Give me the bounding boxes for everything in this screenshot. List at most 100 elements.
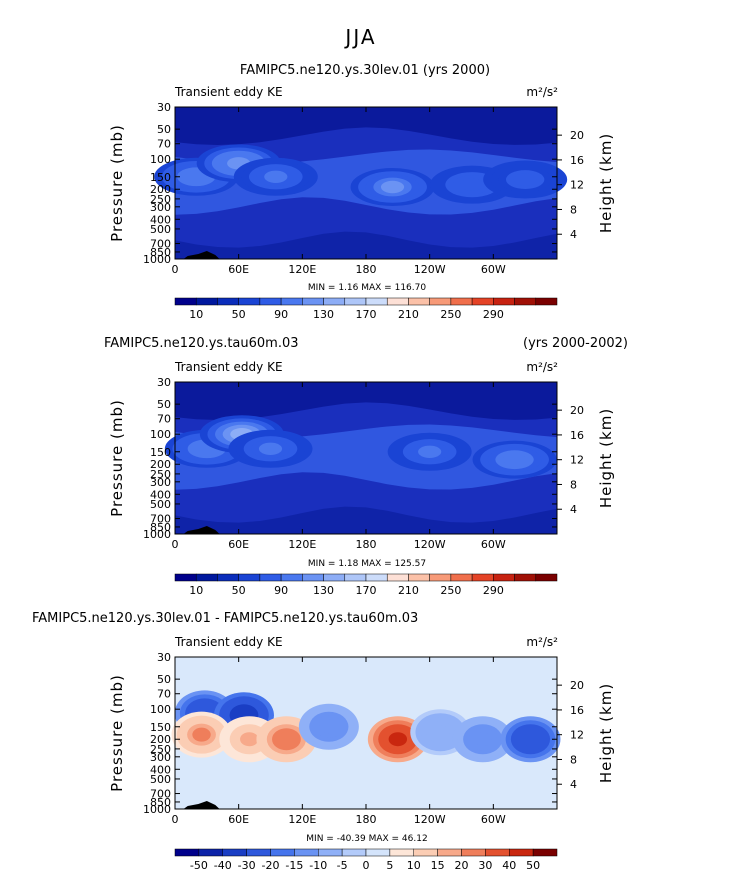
height-tick-label: 4 xyxy=(570,503,577,516)
x-tick-label: 60E xyxy=(228,263,249,276)
colorbar-label: 5 xyxy=(386,859,393,872)
colorbar-swatch xyxy=(280,297,303,306)
colorbar-label: 290 xyxy=(483,584,504,597)
y-tick-label: 100 xyxy=(150,153,171,166)
y-tick-label: 1000 xyxy=(143,253,171,266)
y-tick-label: 500 xyxy=(150,773,171,786)
colorbar-swatch xyxy=(514,573,537,582)
colorbar-swatch xyxy=(259,297,282,306)
y-tick-label: 300 xyxy=(150,201,171,214)
y-tick-label: 300 xyxy=(150,751,171,764)
contour-level xyxy=(473,732,492,747)
colorbar-swatch xyxy=(413,848,438,857)
colorbar-label: 10 xyxy=(407,859,421,872)
panel-1: FAMIPC5.ne120.ys.30lev.01 (yrs 2000) Tra… xyxy=(108,63,615,321)
season-title: JJA xyxy=(343,25,376,49)
surface-band xyxy=(175,506,557,534)
x-tick-label: 180 xyxy=(356,538,377,551)
panel-1-minmax: MIN = 1.16 MAX = 116.70 xyxy=(308,283,426,293)
colorbar-swatch xyxy=(323,297,346,306)
y-tick-label: 700 xyxy=(150,788,171,801)
panel-2-title: FAMIPC5.ne120.ys.tau60m.03 xyxy=(104,336,299,351)
panel-2-units: m²/s² xyxy=(526,360,558,374)
y-tick-label: 400 xyxy=(150,763,171,776)
colorbar-swatch xyxy=(365,297,388,306)
x-tick-label: 180 xyxy=(356,263,377,276)
contour-level xyxy=(418,445,442,458)
colorbar-label: -50 xyxy=(190,859,208,872)
panel-3-title: FAMIPC5.ne120.ys.30lev.01 - FAMIPC5.ne12… xyxy=(32,611,418,626)
x-tick-label: 120E xyxy=(288,538,316,551)
colorbar-swatch xyxy=(238,297,261,306)
colorbar-label: -30 xyxy=(238,859,256,872)
contour-level xyxy=(521,732,540,747)
y-tick-label: 250 xyxy=(150,743,171,756)
colorbar-swatch xyxy=(535,297,558,306)
colorbar-label: -10 xyxy=(309,859,327,872)
colorbar-swatch xyxy=(365,848,391,857)
y-tick-label: 150 xyxy=(150,721,171,734)
colorbar-label: 290 xyxy=(483,308,504,321)
colorbar-swatch xyxy=(174,297,197,306)
panel-2-title-right: (yrs 2000-2002) xyxy=(523,336,628,351)
y-tick-label: 850 xyxy=(150,796,171,809)
y-tick-label: 200 xyxy=(150,733,171,746)
colorbar-label: 10 xyxy=(189,308,203,321)
y-tick-label: 50 xyxy=(157,398,171,411)
colorbar-label: -5 xyxy=(337,859,348,872)
colorbar-swatch xyxy=(493,573,515,582)
y-tick-label: 1000 xyxy=(143,803,171,816)
contour-level xyxy=(380,180,405,194)
colorbar-label: 30 xyxy=(478,859,492,872)
y-tick-label: 30 xyxy=(157,101,171,114)
y-tick-label: 50 xyxy=(157,673,171,686)
colorbar-swatch xyxy=(195,297,218,306)
x-tick-label: 60W xyxy=(481,813,506,826)
colorbar-swatch xyxy=(429,297,452,306)
height-tick-label: 4 xyxy=(570,228,577,241)
panel-3-minmax: MIN = -40.39 MAX = 46.12 xyxy=(306,834,427,844)
contour-level xyxy=(258,442,283,455)
colorbar-swatch xyxy=(389,848,414,857)
ground-topography xyxy=(183,526,220,534)
colorbar-swatch xyxy=(246,848,271,857)
x-tick-label: 120E xyxy=(288,263,316,276)
height-tick-label: 4 xyxy=(570,778,577,791)
panel-1-units: m²/s² xyxy=(526,85,558,99)
y-tick-label: 50 xyxy=(157,123,171,136)
colorbar-label: 90 xyxy=(274,584,288,597)
colorbar-swatch xyxy=(302,297,324,306)
height-tick-label: 16 xyxy=(570,429,584,442)
panel-2-variable-label: Transient eddy KE xyxy=(174,360,283,374)
y-tick-label: 150 xyxy=(150,171,171,184)
colorbar-label: 250 xyxy=(440,308,461,321)
x-tick-label: 0 xyxy=(172,813,179,826)
panel-2-ylabel: Pressure (mb) xyxy=(108,399,126,517)
colorbar-swatch xyxy=(514,297,537,306)
colorbar-label: 170 xyxy=(356,308,377,321)
y-tick-label: 70 xyxy=(157,688,171,701)
colorbar-swatch xyxy=(365,573,388,582)
colorbar-swatch xyxy=(259,573,282,582)
height-tick-label: 8 xyxy=(570,478,577,491)
height-tick-label: 20 xyxy=(570,679,584,692)
colorbar-label: 10 xyxy=(189,584,203,597)
height-tick-label: 20 xyxy=(570,404,584,417)
colorbar-label: 210 xyxy=(398,308,419,321)
colorbar-label: 170 xyxy=(356,584,377,597)
y-tick-label: 30 xyxy=(157,376,171,389)
height-tick-label: 12 xyxy=(570,729,584,742)
panel-1-ylabel-right: Height (km) xyxy=(597,133,615,233)
colorbar-label: 50 xyxy=(232,584,246,597)
x-tick-label: 60W xyxy=(481,263,506,276)
colorbar-label: 250 xyxy=(440,584,461,597)
colorbar-label: 40 xyxy=(502,859,516,872)
colorbar-swatch xyxy=(174,848,200,857)
colorbar-swatch xyxy=(174,573,197,582)
height-tick-label: 12 xyxy=(570,454,584,467)
panel-1-title: FAMIPC5.ne120.ys.30lev.01 (yrs 2000) xyxy=(240,63,490,78)
contour-level xyxy=(277,732,296,747)
panel-2-colorbar: 10 50 90 130 170 210 250 290 xyxy=(174,573,558,597)
stratosphere-band xyxy=(175,382,557,420)
